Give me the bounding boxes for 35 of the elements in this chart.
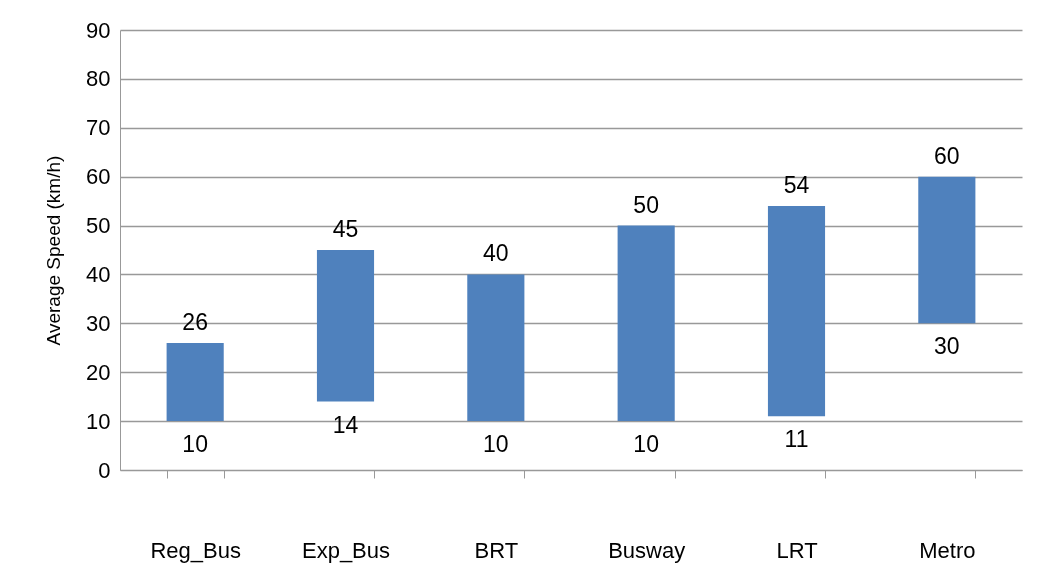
annotation: 14	[332, 411, 359, 438]
y-tick-label: 60	[86, 164, 111, 190]
x-tick-label: LRT	[776, 537, 818, 563]
bar	[918, 176, 976, 324]
x-tick-label: Reg_Bus	[150, 537, 241, 563]
x-tick-label: Metro	[919, 537, 976, 563]
annotation: 50	[633, 191, 659, 218]
annotation: 45	[332, 216, 359, 242]
annotation: 11	[784, 426, 809, 453]
y-axis-title: Average Speed (km/h)	[43, 155, 65, 346]
annotation: 26	[182, 308, 208, 335]
y-tick-label: 10	[86, 408, 111, 434]
bar	[467, 274, 525, 422]
annotation: 54	[783, 172, 810, 198]
x-tick-label: Busway	[608, 537, 686, 563]
bar	[316, 250, 375, 402]
annotation: 10	[633, 431, 659, 458]
y-tick-label: 20	[86, 359, 111, 385]
y-tick-label: 70	[86, 115, 111, 141]
x-tick-label: BRT	[474, 537, 519, 563]
x-tick-label: Exp_Bus	[301, 537, 391, 563]
bar	[767, 206, 826, 417]
y-tick-label: 30	[86, 310, 111, 336]
y-tick-label: 0	[98, 457, 111, 483]
bar	[617, 225, 675, 422]
annotation: 30	[934, 333, 960, 360]
annotation: 40	[483, 240, 509, 267]
y-tick-label: 80	[86, 66, 111, 92]
bar	[166, 342, 224, 422]
annotation: 60	[934, 142, 960, 169]
annotation: 10	[182, 431, 208, 458]
y-tick-label: 90	[86, 17, 111, 43]
y-tick-label: 40	[86, 261, 111, 287]
y-tick-label: 50	[86, 213, 111, 239]
annotation: 10	[483, 431, 509, 458]
